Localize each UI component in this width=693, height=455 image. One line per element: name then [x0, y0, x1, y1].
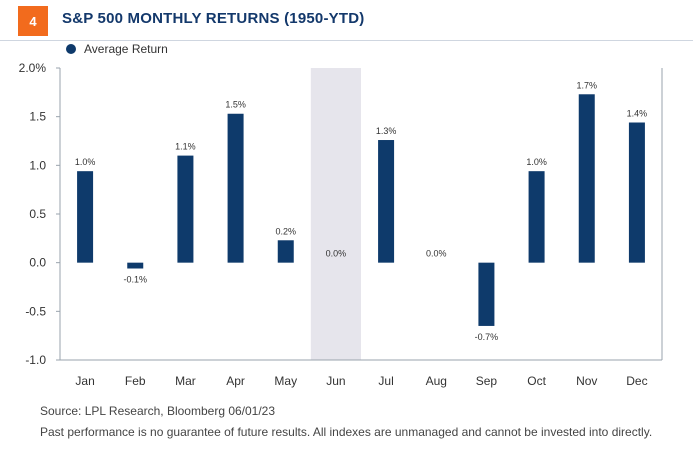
x-tick-label-nov: Nov	[576, 374, 597, 388]
x-tick-label-mar: Mar	[175, 374, 196, 388]
x-tick-label-jan: Jan	[75, 374, 94, 388]
y-tick-label: 1.0	[29, 158, 46, 172]
x-tick-label-jun: Jun	[326, 374, 345, 388]
data-label-aug: 0.0%	[426, 249, 447, 259]
bar-feb	[127, 262, 144, 269]
x-tick-label-apr: Apr	[226, 374, 245, 388]
data-label-jan: 1.0%	[75, 157, 96, 167]
data-label-feb: -0.1%	[123, 275, 147, 285]
y-tick-label: 2.0%	[19, 61, 47, 75]
data-label-mar: 1.1%	[175, 142, 196, 152]
chart-title: S&P 500 MONTHLY RETURNS (1950-YTD)	[62, 10, 365, 27]
x-tick-label-dec: Dec	[626, 374, 647, 388]
legend: Average Return	[66, 42, 168, 56]
source-note: Source: LPL Research, Bloomberg 06/01/23	[40, 404, 276, 418]
y-tick-label: 0.0	[29, 256, 46, 270]
data-label-dec: 1.4%	[627, 109, 648, 119]
bar-nov	[578, 94, 595, 263]
data-label-jun: 0.0%	[326, 249, 347, 259]
bar-dec	[628, 122, 645, 263]
highlight-band-jun	[310, 68, 361, 360]
data-label-apr: 1.5%	[225, 100, 246, 110]
bar-jan	[77, 171, 94, 263]
y-tick-label: -1.0	[25, 353, 46, 367]
legend-label: Average Return	[84, 42, 168, 56]
y-tick-label: -0.5	[25, 304, 46, 318]
x-tick-label-oct: Oct	[527, 374, 546, 388]
data-label-nov: 1.7%	[576, 80, 597, 90]
figure-number-badge: 4	[18, 6, 48, 36]
x-tick-label-may: May	[274, 374, 297, 388]
bar-mar	[177, 155, 194, 263]
x-tick-label-jul: Jul	[378, 374, 393, 388]
bar-sep	[478, 262, 495, 326]
title-divider	[0, 40, 693, 41]
x-tick-label-feb: Feb	[125, 374, 146, 388]
data-label-sep: -0.7%	[475, 332, 499, 342]
legend-swatch	[66, 44, 76, 54]
data-label-jul: 1.3%	[376, 126, 397, 136]
y-tick-label: 1.5	[29, 110, 46, 124]
y-tick-label: 0.5	[29, 207, 46, 221]
bar-oct	[528, 171, 545, 263]
bar-chart: 2.0% 1.5 1.0 0.5 0.0 -0.5 -1.0 1.0% Jan -0.1% Feb 1…	[19, 61, 663, 388]
bar-may	[277, 240, 294, 263]
data-label-oct: 1.0%	[526, 157, 547, 167]
x-tick-label-aug: Aug	[426, 374, 447, 388]
data-label-may: 0.2%	[275, 226, 296, 236]
x-tick-label-sep: Sep	[476, 374, 498, 388]
bar-apr	[227, 113, 244, 263]
bar-jul	[378, 140, 395, 263]
disclaimer-note: Past performance is no guarantee of futu…	[40, 425, 653, 439]
